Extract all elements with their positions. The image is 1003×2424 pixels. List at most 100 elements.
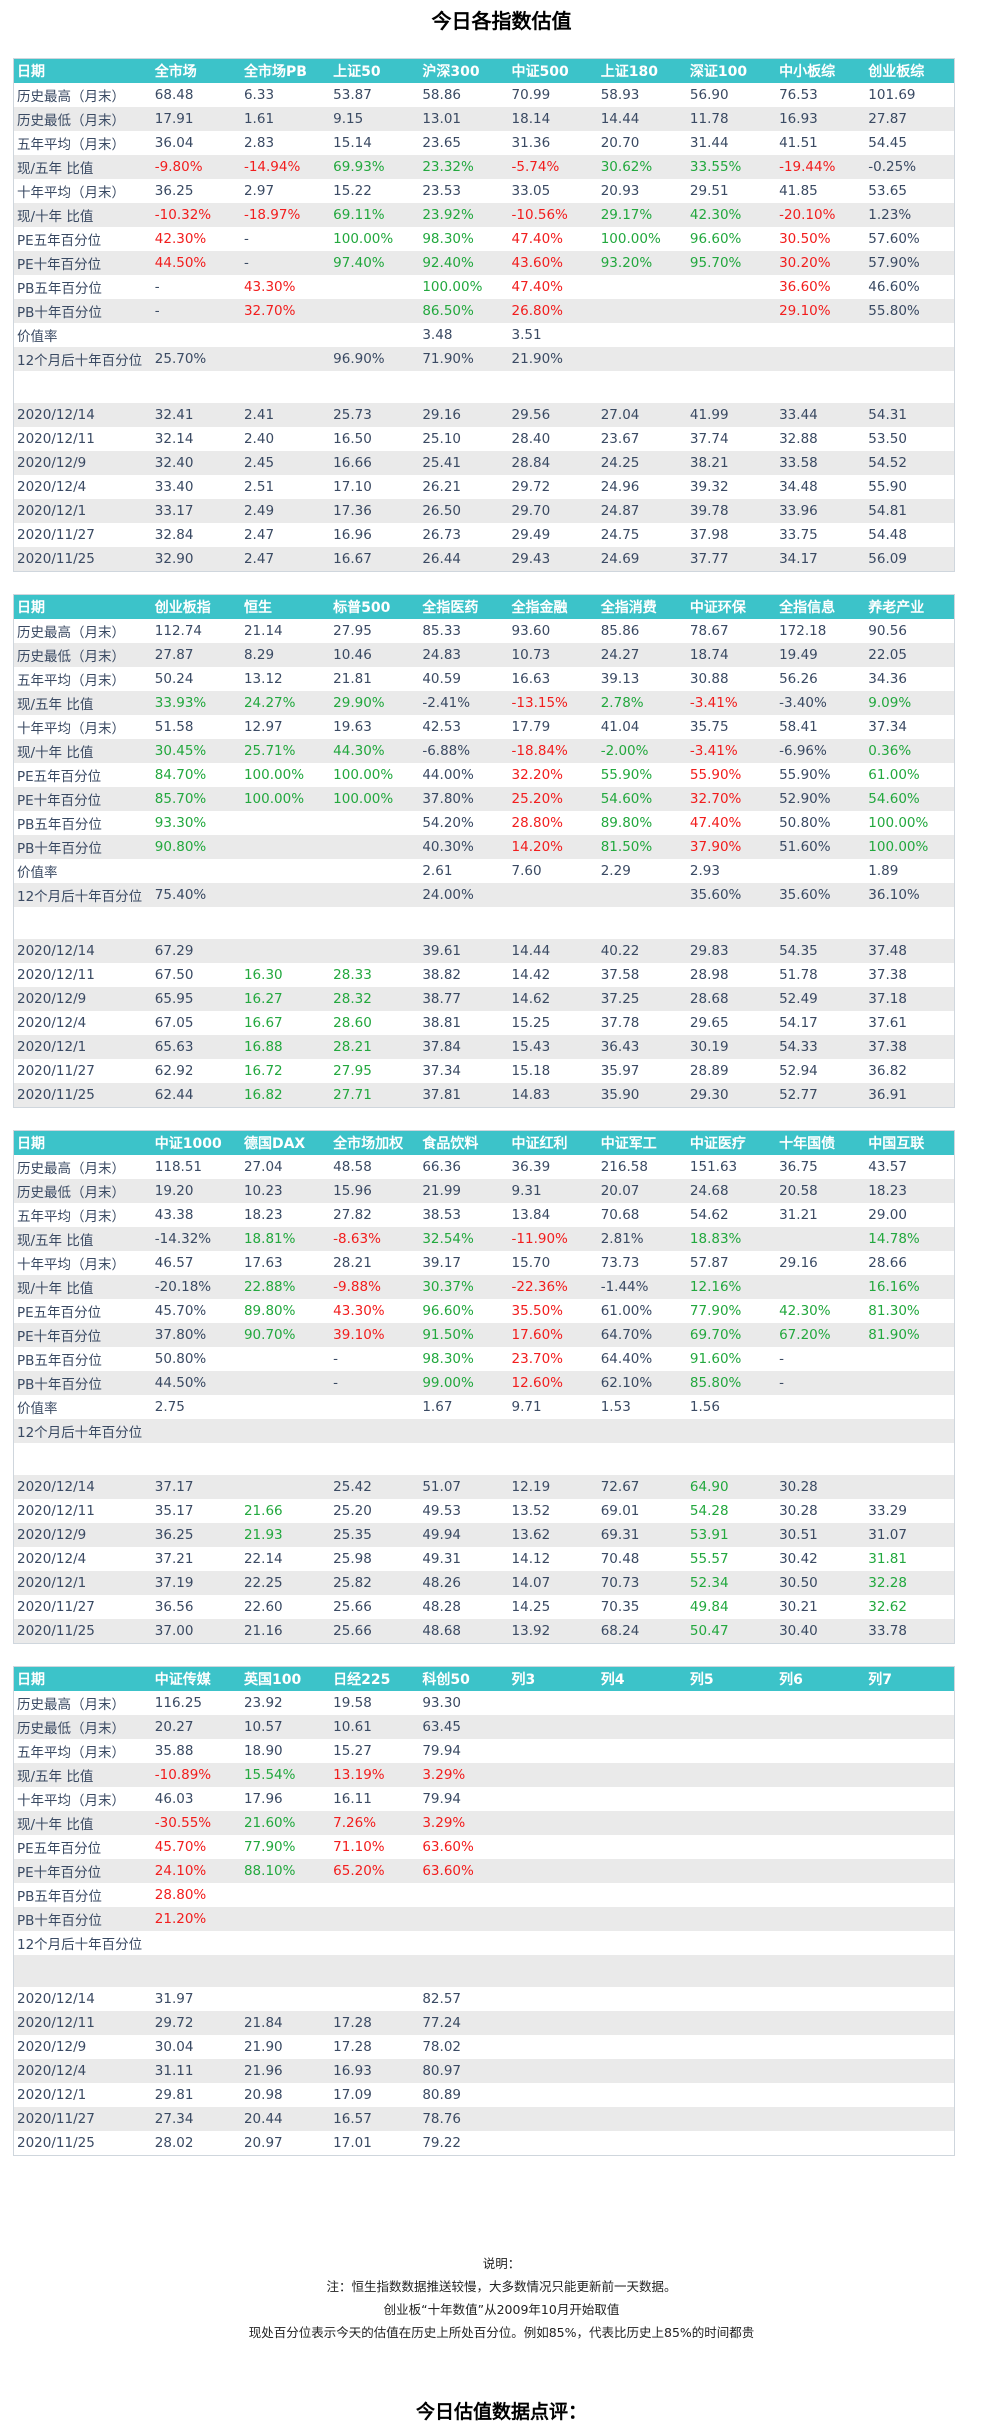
table-row: 2020/12/14 32.41 2.41 25.73 29.16 29.56 27.04 4… [13, 403, 955, 427]
table-cell: 48.26 [419, 1571, 509, 1595]
table-cell: 10.57 [240, 1715, 331, 1739]
table-cell [865, 1763, 955, 1787]
table-cell: 100.00% [422, 279, 483, 295]
table-row: PE十年百分位 44.50% -97.40% 92.40% 43.60% 93.20% 95… [13, 251, 955, 275]
table-cell: 70.73 [597, 1571, 687, 1595]
table-cell [865, 1859, 955, 1883]
row-label: PB五年百分位 [17, 1889, 102, 1905]
table-cell [330, 1987, 419, 2011]
table-cell [865, 1691, 954, 1715]
row-label: 2020/12/9 [17, 2039, 87, 2055]
table-cell: 64.70% [597, 1323, 687, 1347]
table-row: 2020/12/14 37.17 25.42 51.07 12.19 72.67 64.90… [13, 1475, 955, 1499]
table-cell [687, 323, 776, 347]
table-cell: 29.51 [689, 183, 729, 199]
table-row: 12个月后十年百分位 [13, 1419, 955, 1443]
table-cell: 21.96 [240, 2059, 331, 2083]
index-column-header: 深证100 [686, 58, 777, 83]
table-row: 2020/12/9 32.40 2.45 16.66 25.41 28.84 24.25 38… [13, 451, 955, 475]
table-cell [508, 1763, 598, 1787]
table-cell: 35.88 [154, 1743, 194, 1759]
row-label: 2020/12/11 [17, 967, 95, 983]
table-cell: 14.83 [508, 1083, 598, 1108]
table-cell [508, 1859, 598, 1883]
table-cell: 33.55% [686, 155, 777, 179]
index-column-header: 日经225 [330, 1666, 420, 1691]
table-cell: 35.60% [776, 883, 866, 907]
table-cell: 20.98 [243, 2087, 283, 2103]
index-column-header: 中证红利 [508, 1130, 598, 1155]
table-cell: 31.07 [865, 1523, 955, 1547]
table-cell [597, 2107, 687, 2131]
table-cell [686, 1907, 777, 1931]
table-cell: 95.70% [686, 251, 777, 275]
table-cell: 96.90% [330, 347, 420, 371]
table-cell: 25.42 [330, 1475, 420, 1499]
table-cell: 40.22 [597, 939, 687, 963]
table-cell [686, 1859, 777, 1883]
table-cell: 25.98 [333, 1551, 372, 1567]
table-cell: -6.96% [776, 739, 866, 763]
table-cell [865, 1883, 954, 1907]
table-cell: 52.49 [776, 987, 866, 1011]
table-cell [509, 1787, 598, 1811]
table-cell: 65.63 [151, 1035, 241, 1059]
table-cell: -14.94% [240, 155, 331, 179]
table-cell: 15.27 [333, 1743, 372, 1759]
table-row: 现/五年 比值 -14.32% 18.81% -8.63% 32.54% -11.90% 2… [13, 1227, 955, 1251]
table-row: PE五年百分位 84.70% 100.00% 100.00% 44.00% 32.20% 5… [14, 763, 955, 787]
row-label: 十年平均（月末） [17, 185, 125, 201]
table-cell: 15.70 [511, 1255, 551, 1271]
table-cell: 18.83% [686, 1227, 777, 1251]
table-row: 十年平均（月末） 46.57 17.63 28.21 39.17 15.70 73.73 57… [14, 1251, 955, 1275]
table-cell: 100.00% [865, 835, 955, 859]
table-cell [330, 859, 419, 883]
table-header-row: 日期 中证传媒 英国100 日经225 科创50 列3 列4 列5 列6 列7 [13, 1666, 955, 1691]
table-cell: 69.93% [330, 155, 420, 179]
table-cell: -3.40% [776, 691, 866, 715]
row-label: 2020/11/25 [13, 547, 152, 572]
row-label: 2020/12/4 [13, 2059, 152, 2083]
table-cell: 47.40% [511, 231, 564, 247]
table-cell [598, 907, 687, 939]
table-cell: 18.74 [686, 643, 777, 667]
index-column-header: 中证500 [508, 58, 598, 83]
table-row: 价值率 3.48 3.51 [14, 323, 955, 347]
table-cell [598, 1443, 687, 1475]
table-cell [598, 1787, 687, 1811]
table-cell [509, 1443, 598, 1475]
table-cell: 21.90 [243, 2039, 283, 2055]
index-column-header: 列5 [686, 1666, 777, 1691]
table-cell [330, 1907, 420, 1931]
table-cell [776, 907, 865, 939]
table-cell [330, 1443, 419, 1475]
table-cell [330, 939, 420, 963]
table-cell: 28.60 [333, 1015, 372, 1031]
table-cell [865, 2083, 954, 2107]
table-cell [419, 1907, 509, 1931]
table-cell [865, 1371, 955, 1395]
table-cell [509, 2035, 598, 2059]
table-cell: 17.91 [151, 107, 241, 131]
table-cell: 53.91 [686, 1523, 777, 1547]
row-label: PB十年百分位 [13, 299, 152, 323]
table-cell [776, 1691, 865, 1715]
table-cell: 31.21 [779, 1207, 818, 1223]
table-cell [330, 323, 419, 347]
table-row: 历史最高（月末） 68.48 6.33 53.87 58.86 70.99 58.93 56.… [14, 83, 955, 107]
table-cell [776, 1931, 865, 1955]
table-cell: 32.20% [511, 767, 564, 783]
table-cell: 12.60% [508, 1371, 598, 1395]
row-label: 现/五年 比值 [13, 691, 152, 715]
table-cell [151, 1955, 241, 1987]
index-column-header: 列7 [865, 1666, 955, 1691]
table-cell: 15.54% [240, 1763, 331, 1787]
table-cell: 53.87 [333, 87, 372, 103]
table-cell: 1.23% [865, 203, 955, 227]
table-cell [776, 2059, 866, 2083]
date-column-header: 日期 [13, 594, 152, 619]
row-label: 五年平均（月末） [17, 1745, 125, 1761]
table-cell: 37.80% [419, 787, 509, 811]
table-cell: 39.17 [422, 1255, 461, 1271]
table-row: 价值率 2.75 1.67 9.71 1.53 1.56 [14, 1395, 955, 1419]
